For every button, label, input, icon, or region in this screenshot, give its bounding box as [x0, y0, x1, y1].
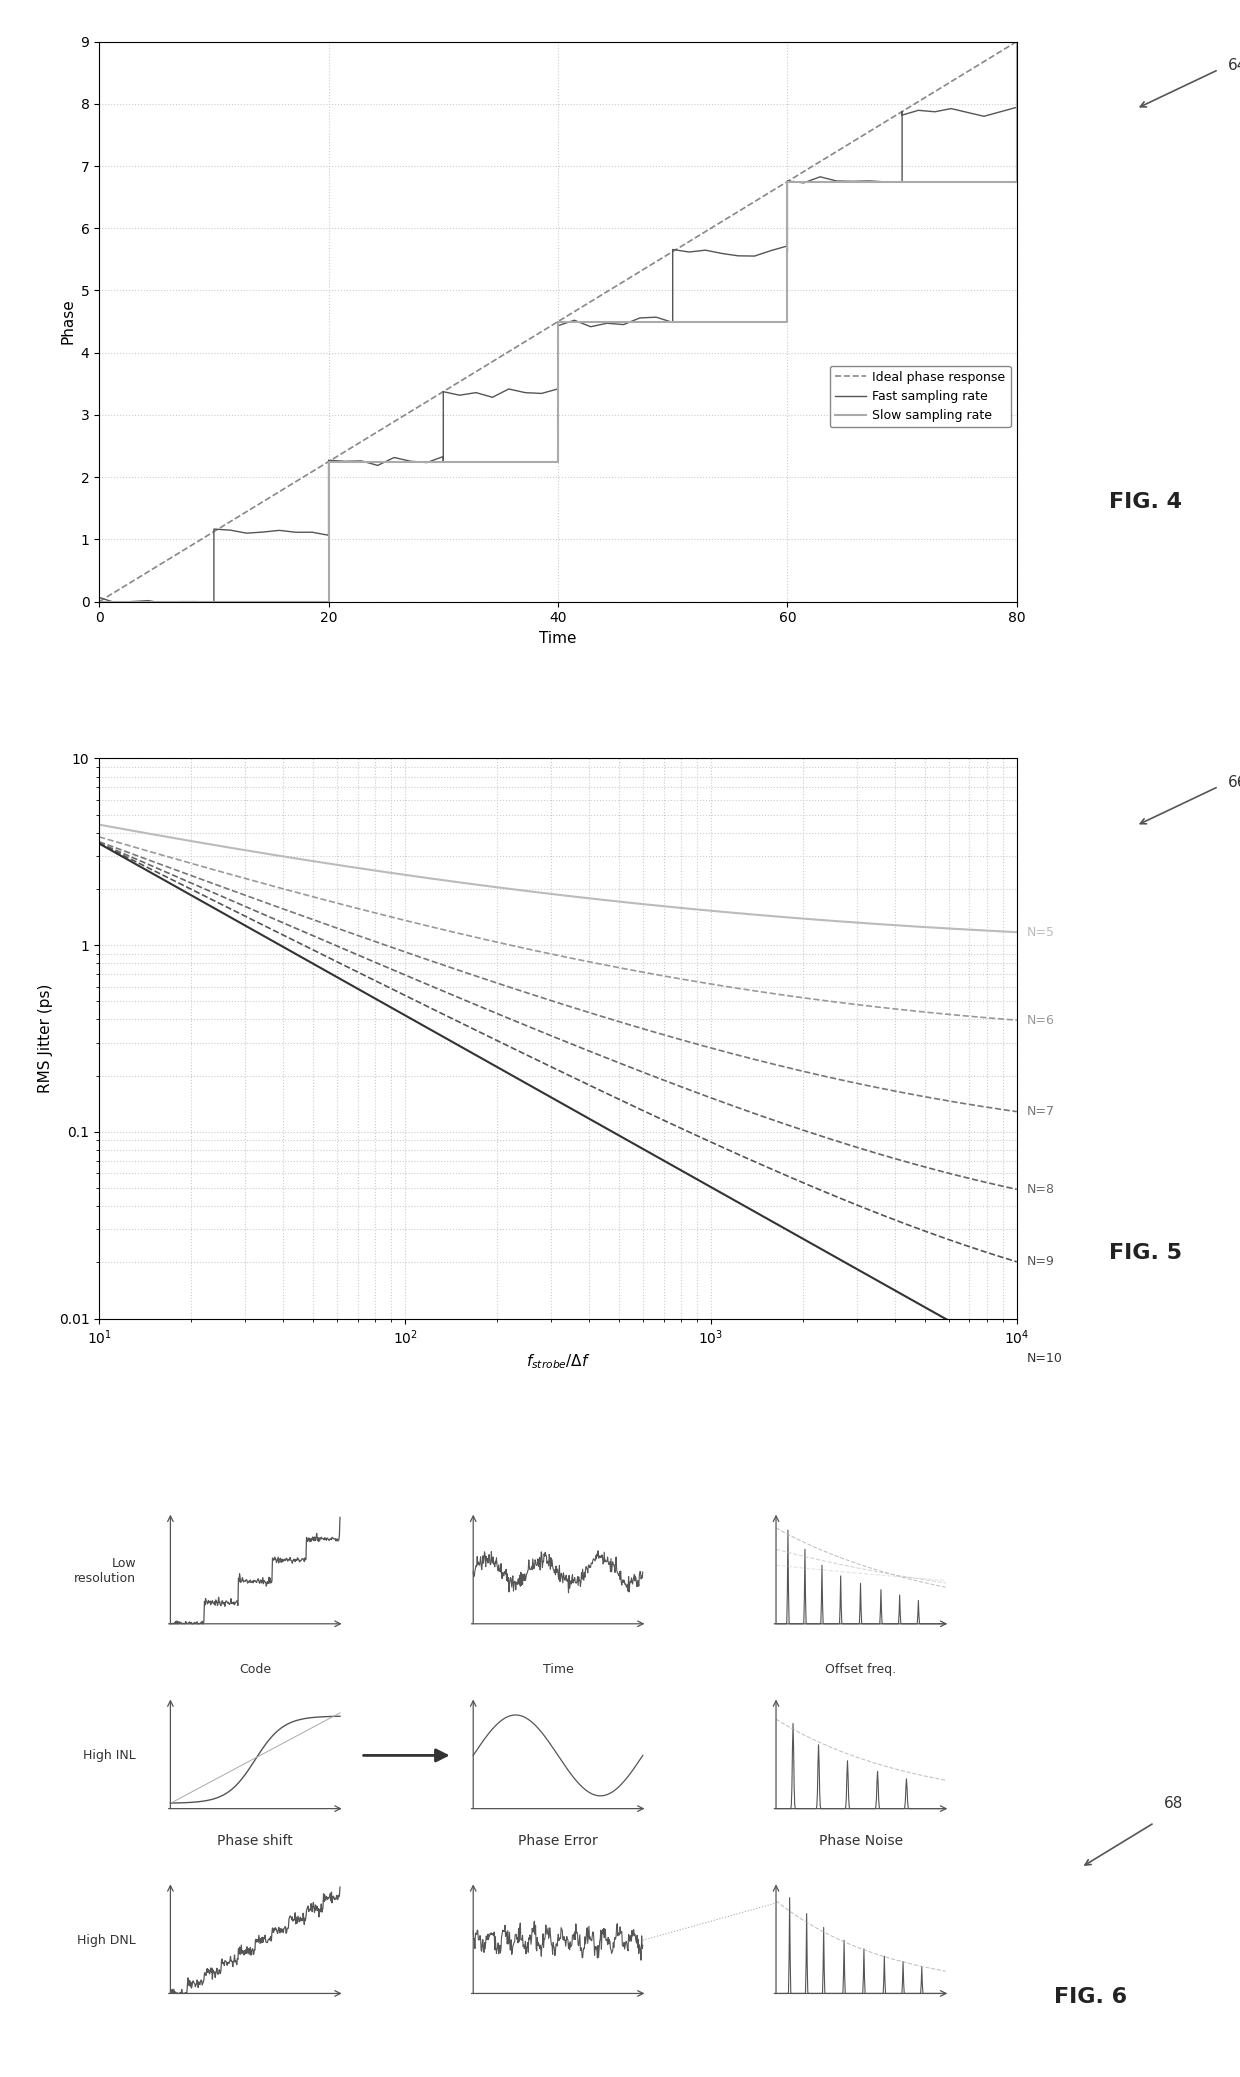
- Text: FIG. 4: FIG. 4: [1109, 492, 1182, 513]
- Slow sampling rate: [780, 168, 795, 193]
- Text: N=7: N=7: [1027, 1105, 1055, 1117]
- Text: 66: 66: [1228, 775, 1240, 789]
- Line: Slow sampling rate: Slow sampling rate: [99, 42, 1017, 602]
- Legend: Ideal phase response, Fast sampling rate, Slow sampling rate: Ideal phase response, Fast sampling rate…: [830, 366, 1011, 428]
- Fast sampling rate: [911, 98, 926, 123]
- Y-axis label: Phase: Phase: [60, 299, 76, 345]
- Text: Phase shift: Phase shift: [217, 1834, 293, 1849]
- Text: Phase Noise: Phase Noise: [818, 1834, 903, 1849]
- Slow sampling rate: [321, 449, 336, 474]
- Text: 68: 68: [1163, 1797, 1183, 1811]
- Fast sampling rate: [665, 309, 680, 334]
- X-axis label: $f_{strobe}/\Delta f$: $f_{strobe}/\Delta f$: [526, 1352, 590, 1371]
- X-axis label: Time: Time: [539, 631, 577, 646]
- Slow sampling rate: [92, 590, 107, 615]
- Fast sampling rate: [1009, 29, 1024, 54]
- Text: FIG. 6: FIG. 6: [1054, 1988, 1127, 2008]
- Text: Phase Error: Phase Error: [518, 1834, 598, 1849]
- Y-axis label: RMS Jitter (ps): RMS Jitter (ps): [38, 984, 53, 1093]
- Fast sampling rate: [665, 239, 680, 264]
- Text: Offset freq.: Offset freq.: [826, 1664, 897, 1676]
- Text: Low
resolution: Low resolution: [74, 1556, 136, 1585]
- Text: Time: Time: [543, 1664, 573, 1676]
- Text: Code: Code: [239, 1664, 272, 1676]
- Text: N=6: N=6: [1027, 1014, 1055, 1026]
- Slow sampling rate: [1009, 29, 1024, 54]
- Text: FIG. 5: FIG. 5: [1109, 1242, 1182, 1263]
- Text: High INL: High INL: [83, 1749, 136, 1761]
- Text: N=5: N=5: [1027, 926, 1055, 939]
- Text: 64: 64: [1228, 58, 1240, 73]
- Slow sampling rate: [780, 309, 795, 334]
- Fast sampling rate: [92, 586, 107, 611]
- Text: N=8: N=8: [1027, 1182, 1055, 1196]
- Slow sampling rate: [551, 309, 565, 334]
- Text: High DNL: High DNL: [77, 1934, 136, 1946]
- Slow sampling rate: [1009, 168, 1024, 193]
- Text: N=9: N=9: [1027, 1255, 1055, 1269]
- Slow sampling rate: [551, 449, 565, 474]
- Fast sampling rate: [748, 243, 763, 268]
- Fast sampling rate: [698, 237, 713, 262]
- Slow sampling rate: [321, 449, 336, 474]
- Slow sampling rate: [780, 168, 795, 193]
- Text: N=10: N=10: [1027, 1352, 1063, 1365]
- Fast sampling rate: [206, 594, 221, 619]
- Slow sampling rate: [551, 309, 565, 334]
- Line: Fast sampling rate: Fast sampling rate: [99, 42, 1017, 606]
- Slow sampling rate: [321, 590, 336, 615]
- Fast sampling rate: [534, 380, 549, 405]
